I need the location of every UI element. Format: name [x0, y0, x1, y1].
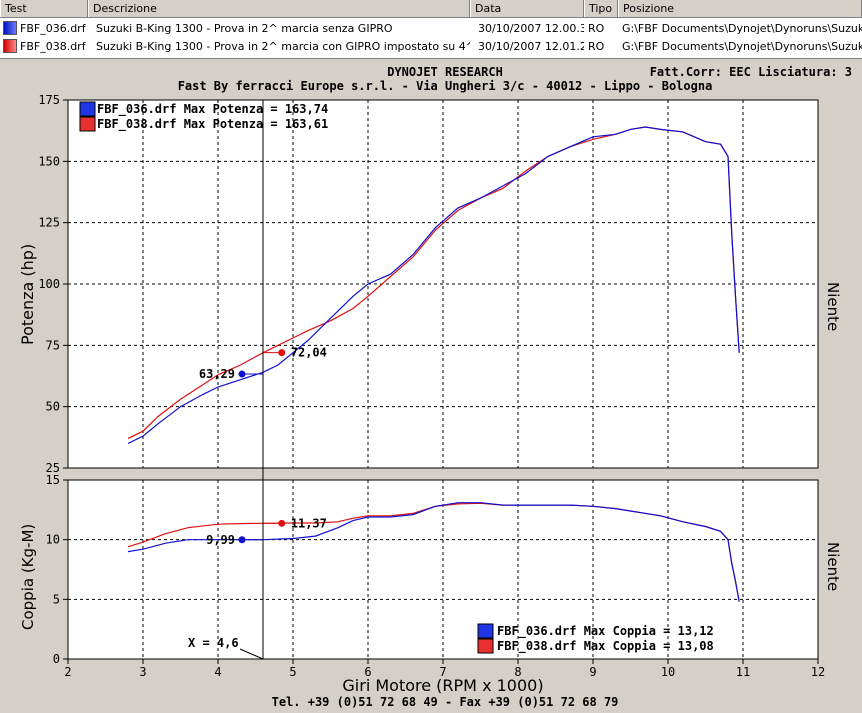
x-axis-ticks: 2 3 4 5 6 7 8 9 10 11 12 — [64, 659, 825, 679]
table-row[interactable]: FBF_038.drf Suzuki B-King 1300 - Prova i… — [0, 38, 862, 56]
torque-legend-swatch-1 — [477, 623, 494, 639]
torque-y-tick-label: 5 — [53, 592, 60, 606]
chart-title: DYNOJET RESEARCH — [387, 65, 503, 79]
x-tick-label: 6 — [364, 665, 371, 679]
header-tipo[interactable]: Tipo — [584, 0, 618, 17]
x-tick-label: 9 — [589, 665, 596, 679]
torque-y-tick-label: 15 — [46, 473, 60, 487]
power-marker-1 — [238, 370, 246, 378]
run-type: RO — [588, 40, 605, 53]
power-right-label: Niente — [824, 282, 842, 331]
rpm-cursor-pointer — [239, 648, 264, 660]
x-tick-label: 11 — [736, 665, 750, 679]
torque-legend-entry-1: FBF_036.drf Max Coppia = 13,12 — [497, 624, 714, 639]
power-lines: 63,29 72,04 — [127, 126, 740, 445]
dyno-chart-area: DYNOJET RESEARCH Fatt.Corr: EEC Lisciatu… — [0, 60, 862, 709]
header-test[interactable]: Test — [0, 0, 88, 17]
power-y-axis-label: Potenza (hp) — [18, 244, 37, 345]
run-date: 30/10/2007 12.01.24 — [478, 40, 584, 53]
x-tick-label: 4 — [214, 665, 221, 679]
power-y-tick-label: 150 — [38, 154, 60, 168]
power-legend-entry-2: FBF_038.drf Max Potenza = 163,61 — [97, 117, 328, 132]
table-row[interactable]: FBF_036.drf Suzuki B-King 1300 - Prova i… — [0, 20, 862, 38]
x-tick-label: 2 — [64, 665, 71, 679]
x-tick-label: 7 — [439, 665, 446, 679]
power-legend: FBF_036.drf Max Potenza = 163,74 FBF_038… — [79, 101, 328, 132]
torque-grid — [68, 480, 818, 659]
torque-lines: 9,99 11,37 — [127, 502, 740, 602]
x-tick-label: 3 — [139, 665, 146, 679]
run-test-name: FBF_038.drf — [20, 40, 86, 53]
torque-y-tick-label: 0 — [53, 652, 60, 666]
torque-y-axis-label: Coppia (Kg-M) — [19, 524, 37, 630]
run-table-header: Test Descrizione Data Tipo Posizione — [0, 0, 862, 18]
run-table: Test Descrizione Data Tipo Posizione FBF… — [0, 0, 862, 59]
x-tick-label: 8 — [514, 665, 521, 679]
torque-legend: FBF_036.drf Max Coppia = 13,12 FBF_038.d… — [477, 623, 714, 654]
torque-marker-1 — [238, 536, 246, 544]
run-path: G:\FBF Documents\Dynojet\Dynoruns\Suzuki… — [622, 40, 862, 53]
power-y-tick-label: 175 — [38, 93, 60, 107]
x-axis-label: Giri Motore (RPM x 1000) — [342, 676, 543, 695]
run-type: RO — [588, 22, 605, 35]
dyno-chart: DYNOJET RESEARCH Fatt.Corr: EEC Lisciatu… — [18, 65, 852, 709]
torque-legend-entry-2: FBF_038.drf Max Coppia = 13,08 — [497, 639, 714, 654]
chart-footer: Tel. +39 (0)51 72 68 49 - Fax +39 (0)51 … — [272, 695, 619, 709]
power-legend-swatch-1 — [79, 101, 96, 117]
header-descrizione[interactable]: Descrizione — [88, 0, 470, 17]
power-series-line-1 — [127, 126, 740, 445]
power-y-tick-label: 75 — [46, 338, 60, 352]
torque-plot-frame — [67, 479, 819, 660]
torque-marker-label-2: 11,37 — [291, 516, 327, 530]
torque-y-ticks: 0 5 10 15 — [46, 473, 68, 666]
torque-marker-label-1: 9,99 — [206, 533, 235, 547]
power-grid — [68, 100, 818, 468]
torque-y-tick-label: 10 — [46, 533, 60, 547]
header-posizione[interactable]: Posizione — [618, 0, 862, 17]
x-tick-label: 12 — [811, 665, 825, 679]
power-legend-swatch-2 — [79, 116, 96, 132]
run-test-name: FBF_036.drf — [20, 22, 86, 35]
torque-marker-2 — [278, 519, 286, 527]
chart-subtitle: Fast By ferracci Europe s.r.l. - Via Ung… — [178, 79, 713, 93]
torque-legend-swatch-2 — [477, 638, 494, 654]
power-y-tick-label: 50 — [46, 400, 60, 414]
power-y-tick-label: 25 — [46, 461, 60, 475]
power-y-tick-label: 100 — [38, 277, 60, 291]
torque-right-label: Niente — [824, 542, 842, 591]
power-legend-entry-1: FBF_036.drf Max Potenza = 163,74 — [97, 102, 328, 117]
run-description: Suzuki B-King 1300 - Prova in 2^ marcia … — [96, 22, 393, 35]
power-y-ticks: 25 50 75 100 125 150 175 — [38, 93, 68, 475]
chart-corr: Fatt.Corr: EEC Lisciatura: 3 — [650, 65, 852, 79]
x-tick-label: 5 — [289, 665, 296, 679]
power-marker-2 — [278, 349, 286, 357]
run-color-swatch — [3, 39, 17, 53]
rpm-cursor-label: X = 4,6 — [188, 636, 239, 650]
x-tick-label: 10 — [661, 665, 675, 679]
run-path: G:\FBF Documents\Dynojet\Dynoruns\Suzuki… — [622, 22, 862, 35]
run-date: 30/10/2007 12.00.36 — [478, 22, 584, 35]
power-marker-label-1: 63,29 — [199, 367, 235, 381]
run-description: Suzuki B-King 1300 - Prova in 2^ marcia … — [96, 40, 470, 53]
header-data[interactable]: Data — [470, 0, 584, 17]
power-y-tick-label: 125 — [38, 216, 60, 230]
run-color-swatch — [3, 21, 17, 35]
power-marker-label-2: 72,04 — [291, 346, 327, 360]
